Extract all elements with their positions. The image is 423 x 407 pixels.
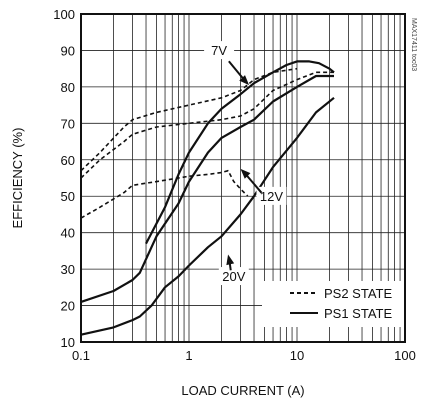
chart-code-watermark: MAX17411 toc03 xyxy=(410,18,417,71)
x-tick-label: 0.1 xyxy=(72,348,90,363)
series-layer xyxy=(80,60,335,336)
series-line-ps2-3 xyxy=(80,169,249,219)
annotation-label: 12V xyxy=(260,189,283,204)
y-tick-label: 50 xyxy=(61,189,75,204)
y-tick-label: 80 xyxy=(61,80,75,95)
series-line-ps2-2 xyxy=(80,71,334,179)
x-tick-label: 10 xyxy=(290,348,304,363)
legend-box xyxy=(262,281,404,327)
legend-label-ps1: PS1 STATE xyxy=(324,306,392,321)
annotation-label-bg xyxy=(204,41,235,60)
annotation-arrow-line xyxy=(244,172,263,194)
x-tick-label: 100 xyxy=(394,348,416,363)
y-tick-label: 70 xyxy=(61,116,75,131)
y-tick-label: 10 xyxy=(61,335,75,350)
annotation-arrow-head xyxy=(239,75,250,86)
series-line-ps1-2 xyxy=(80,74,334,303)
annotation-label-bg xyxy=(256,186,287,205)
x-tick-label: 1 xyxy=(185,348,192,363)
annotation-arrow-head xyxy=(240,168,251,179)
annotation-arrow-head xyxy=(226,254,235,266)
legend: PS2 STATE PS1 STATE xyxy=(262,281,404,327)
annotation-label-bg xyxy=(218,267,249,286)
y-tick-label: 100 xyxy=(53,7,75,22)
series-line-ps1-1 xyxy=(145,60,335,245)
y-tick-label: 40 xyxy=(61,226,75,241)
y-tick-label: 90 xyxy=(61,43,75,58)
annotation-label: 7V xyxy=(211,43,227,58)
y-axis-ticks: 10 20 30 40 50 60 70 80 90 100 xyxy=(53,7,75,350)
y-tick-label: 60 xyxy=(61,153,75,168)
y-tick-label: 20 xyxy=(61,299,75,314)
legend-label-ps2: PS2 STATE xyxy=(324,286,392,301)
series-line-ps2-1 xyxy=(80,67,298,172)
y-axis-title: EFFICIENCY (%) xyxy=(10,128,25,229)
series-line-ps1-3 xyxy=(80,96,335,336)
annotation-label: 20V xyxy=(222,269,245,284)
y-tick-label: 30 xyxy=(61,262,75,277)
x-axis-title: LOAD CURRENT (A) xyxy=(181,383,304,398)
annotation-arrow-line xyxy=(228,60,246,82)
x-axis-ticks: 0.1 1 10 100 xyxy=(72,348,416,363)
annotations-layer: 7V 12V 20V xyxy=(204,41,287,286)
